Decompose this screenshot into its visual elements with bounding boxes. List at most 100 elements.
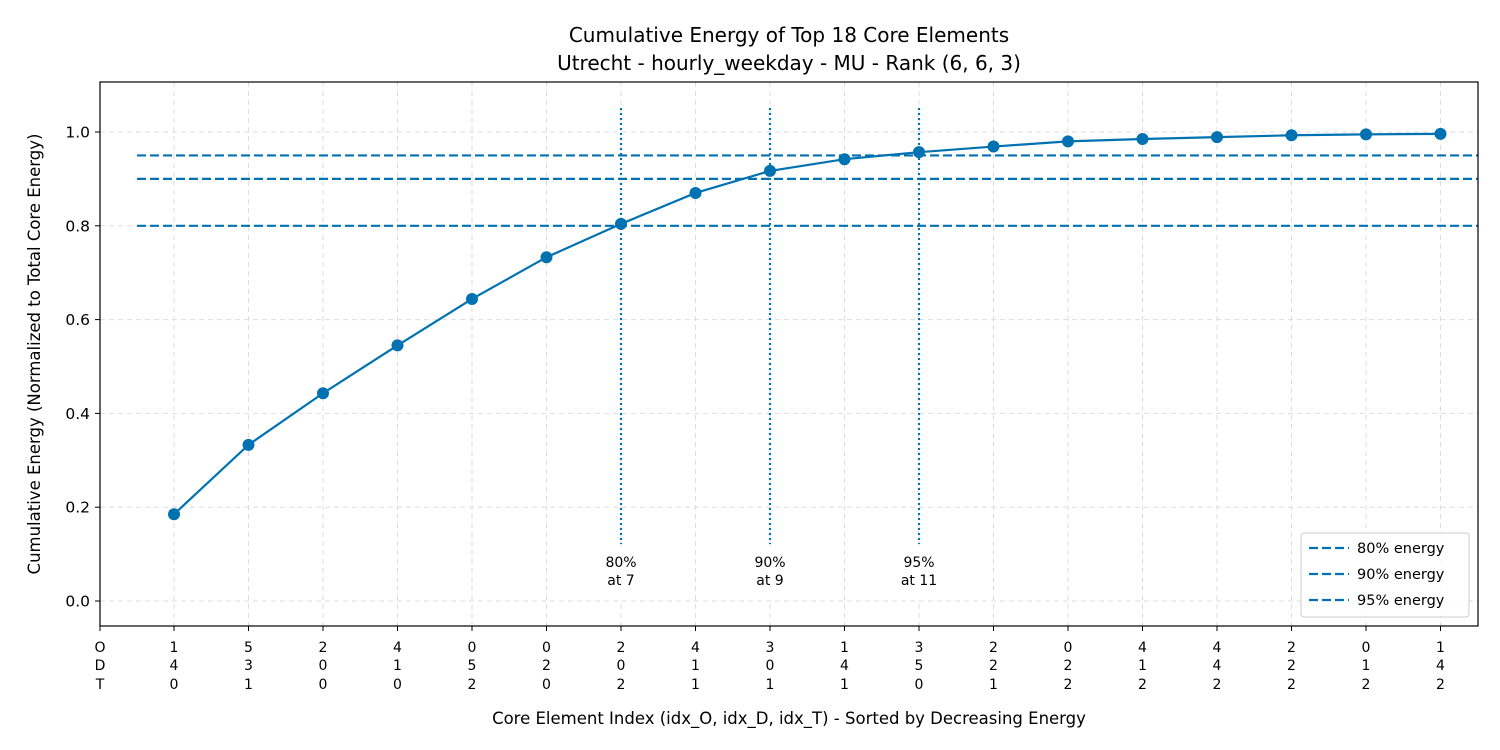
threshold-lines: 80% at 7 90% at 9 95% at 11 [137,108,1478,600]
x-tick-label: 2 [1138,677,1147,693]
x-tick-label: 1 [1138,658,1147,674]
x-tick-label: 0 [393,677,402,693]
legend-label: 90% energy [1357,567,1445,583]
data-point [615,217,627,230]
x-tick-label: 4 [1213,640,1222,656]
x-tick-label: 0 [1064,640,1073,656]
x-tick-label: 2 [1287,677,1296,693]
data-point [540,251,553,264]
x-axis-label: Core Element Index (idx_O, idx_D, idx_T)… [492,709,1086,729]
data-point [1136,133,1149,146]
x-tick-label: 2 [1287,640,1296,656]
x-tick-label: 2 [1064,677,1073,693]
x-tick-label: 3 [915,640,924,656]
data-point [1434,127,1447,140]
data-point [317,387,329,400]
y-tick-label: 0.4 [65,405,90,423]
data-point [391,339,404,352]
grid [99,82,1478,626]
x-tick-label: 1 [170,640,179,656]
y-tick-label: 0.6 [65,311,90,329]
legend-label: 95% energy [1357,593,1445,609]
legend-box [1300,532,1470,618]
x-tick-label: 4 [691,640,700,656]
threshold-annotation-box [742,548,798,600]
x-tick-label: 4 [1213,658,1222,674]
threshold-annotation-box [593,548,649,600]
x-tick-label: 0 [915,677,924,693]
x-tick-label: 4 [840,658,849,674]
x-tick-label: 0 [319,677,328,693]
data-point [1062,135,1074,148]
x-tick-label: 1 [393,658,402,674]
x-tick-label: 5 [915,658,924,674]
threshold-annotation-label: 95% [903,555,934,571]
x-tick-label: 0 [170,677,179,693]
x-tick-label: 5 [468,658,477,674]
x-tick-label: 1 [766,677,775,693]
data-point [1211,131,1223,144]
y-axis: 0.0 0.2 0.4 0.6 0.8 1.0 [65,124,100,611]
x-tick-label: 1 [840,677,849,693]
x-tick-label: 2 [617,677,626,693]
x-tick-row-label: D [95,658,106,674]
x-tick-label: 3 [244,658,253,674]
x-tick-label: 1 [840,640,849,656]
x-tick-label: 2 [1436,677,1445,693]
data-point [689,186,702,199]
x-tick-label: 2 [989,640,998,656]
threshold-annotation-label: 90% [754,555,785,571]
threshold-annotation-label: at 9 [756,573,783,589]
data-point [1285,129,1298,142]
x-tick-label: 1 [1362,658,1371,674]
series-line [173,132,1441,516]
x-tick-row-label: O [94,640,105,656]
y-axis-label: Cumulative Energy (Normalized to Total C… [25,134,44,575]
y-tick-label: 0.8 [65,217,90,235]
x-tick-label: 3 [766,640,775,656]
x-tick-label: 0 [319,658,328,674]
data-point [168,508,180,521]
x-tick-label: 2 [1213,677,1222,693]
x-tick-row-label: T [95,677,105,693]
data-point [838,153,851,166]
x-tick-label: 2 [1287,658,1296,674]
x-tick-label: 4 [170,658,179,674]
x-tick-label: 4 [393,640,402,656]
x-tick-label: 0 [468,640,477,656]
x-tick-label: 2 [989,658,998,674]
x-tick-label: 0 [542,677,551,693]
x-tick-label: 1 [691,677,700,693]
y-tick-label: 1.0 [65,124,90,142]
x-tick-label: 0 [1362,640,1371,656]
threshold-annotation-label: at 7 [607,573,634,589]
threshold-annotation-label: at 11 [901,573,937,589]
x-tick-label: 1 [244,677,253,693]
x-tick-label: 2 [617,640,626,656]
y-tick-label: 0.2 [65,499,90,517]
data-point [242,438,255,451]
y-tick-label: 0.0 [65,593,90,611]
legend-label: 80% energy [1357,541,1445,557]
x-tick-label: 4 [1138,640,1147,656]
x-tick-label: 1 [989,677,998,693]
x-tick-label: 0 [542,640,551,656]
data-point [987,140,1000,153]
plot-area [99,81,1479,627]
x-tick-label: 0 [617,658,626,674]
data-point [466,292,478,305]
x-tick-label: 4 [1436,658,1445,674]
x-tick-label: 0 [766,658,775,674]
data-point [764,164,776,177]
x-tick-label: 2 [468,677,477,693]
x-tick-label: 1 [691,658,700,674]
x-tick-label: 2 [319,640,328,656]
x-tick-label: 2 [1362,677,1371,693]
data-series [168,127,1447,521]
x-tick-label: 1 [1436,640,1445,656]
data-point [1360,128,1372,141]
threshold-annotation-label: 80% [605,555,636,571]
data-point [913,146,925,159]
x-axis: ODT 1 4 0 5 3 1 2 0 0 4 1 0 0 5 2 0 2 0 2 0 2 4 1 1 3 0 1 1 4 1 3 5 0 2 2 1 0… [94,626,1445,693]
